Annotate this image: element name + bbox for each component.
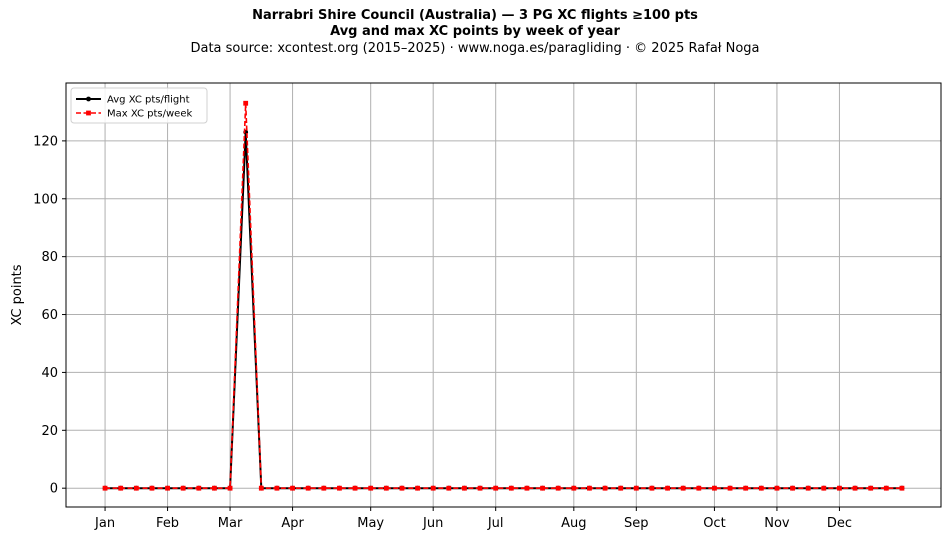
series-line-avg bbox=[105, 131, 902, 490]
max-point bbox=[383, 485, 389, 491]
max-point bbox=[462, 485, 467, 491]
max-point bbox=[899, 485, 905, 491]
max-point bbox=[227, 485, 233, 491]
x-tick-label: Feb bbox=[156, 516, 179, 531]
x-tick-label: Apr bbox=[281, 516, 304, 531]
legend-label: Max XC pts/week bbox=[107, 109, 192, 120]
x-tick-label: Nov bbox=[764, 516, 790, 531]
max-point bbox=[805, 485, 811, 491]
x-tick-label: Mar bbox=[218, 516, 243, 531]
max-point bbox=[774, 485, 780, 491]
y-tick-label: 0 bbox=[50, 482, 58, 497]
series-layer bbox=[102, 100, 905, 491]
legend-label: Avg XC pts/flight bbox=[107, 95, 190, 106]
max-point bbox=[587, 485, 592, 491]
max-point bbox=[102, 485, 108, 491]
max-point bbox=[680, 485, 686, 491]
max-point bbox=[180, 485, 186, 491]
x-tick-label: May bbox=[357, 516, 384, 531]
x-tick-label: Jun bbox=[422, 516, 443, 531]
y-tick-label: 40 bbox=[41, 366, 58, 381]
max-point bbox=[493, 485, 499, 491]
max-point bbox=[883, 485, 889, 491]
chart-titles: Narrabri Shire Council (Australia) — 3 P… bbox=[0, 8, 950, 57]
chart-source: Data source: xcontest.org (2015–2025) · … bbox=[190, 41, 760, 56]
max-point bbox=[555, 485, 561, 491]
plot-frame bbox=[65, 82, 942, 508]
max-point bbox=[196, 485, 202, 491]
max-point bbox=[477, 485, 483, 491]
max-point bbox=[321, 485, 327, 491]
max-point bbox=[430, 485, 436, 491]
x-tick-label: Sep bbox=[624, 516, 649, 531]
max-point bbox=[508, 485, 514, 491]
max-point bbox=[790, 485, 795, 491]
max-point bbox=[712, 485, 717, 491]
max-point bbox=[602, 485, 608, 491]
max-point bbox=[258, 485, 264, 491]
max-point bbox=[821, 485, 827, 491]
x-tick-label: Jan bbox=[94, 516, 115, 531]
legend: Avg XC pts/flight Max XC pts/week bbox=[70, 87, 208, 124]
max-point bbox=[290, 485, 295, 491]
y-tick-label: 60 bbox=[41, 308, 58, 323]
max-point bbox=[743, 485, 749, 491]
max-point bbox=[274, 485, 280, 491]
max-point bbox=[368, 485, 374, 491]
y-tick-label: 20 bbox=[41, 424, 58, 439]
y-axis-label: XC points bbox=[10, 264, 25, 325]
y-axis-ticks: 0 20 40 60 80 100 120 bbox=[33, 134, 66, 497]
x-tick-label: Jul bbox=[487, 516, 504, 531]
max-point bbox=[415, 485, 420, 491]
max-point bbox=[446, 485, 452, 491]
legend-marker bbox=[86, 110, 91, 116]
y-tick-label: 80 bbox=[41, 250, 58, 265]
max-point bbox=[118, 485, 124, 491]
max-point bbox=[305, 485, 311, 491]
max-point bbox=[399, 485, 405, 491]
chart-title: Narrabri Shire Council (Australia) — 3 P… bbox=[252, 8, 698, 23]
max-point bbox=[133, 485, 139, 491]
y-tick-label: 100 bbox=[33, 192, 58, 207]
grid-lines bbox=[66, 83, 941, 507]
max-point bbox=[571, 485, 577, 491]
y-tick-label: 120 bbox=[33, 134, 58, 149]
max-point bbox=[352, 485, 358, 491]
x-axis-ticks: Jan Feb Mar Apr May Jun Jul Aug Sep Oct Nov Dec bbox=[94, 507, 852, 531]
series-line-max bbox=[105, 102, 902, 489]
max-point bbox=[727, 485, 733, 491]
max-point bbox=[868, 485, 874, 491]
x-tick-label: Aug bbox=[561, 516, 586, 531]
max-point bbox=[212, 485, 217, 491]
chart-subtitle: Avg and max XC points by week of year bbox=[330, 24, 620, 39]
max-point bbox=[633, 485, 639, 491]
x-tick-label: Oct bbox=[703, 516, 725, 531]
max-point bbox=[665, 485, 670, 491]
max-point bbox=[337, 485, 342, 491]
max-point bbox=[852, 485, 858, 491]
max-point bbox=[758, 485, 764, 491]
max-point bbox=[149, 485, 155, 491]
max-point bbox=[243, 100, 249, 106]
max-point bbox=[524, 485, 530, 491]
max-point bbox=[618, 485, 624, 491]
x-tick-label: Dec bbox=[827, 516, 852, 531]
max-point bbox=[837, 485, 842, 491]
max-point bbox=[540, 485, 545, 491]
legend-marker bbox=[86, 96, 91, 102]
max-point bbox=[165, 485, 170, 491]
legend-box bbox=[70, 87, 208, 124]
max-point bbox=[696, 485, 702, 491]
max-point bbox=[649, 485, 655, 491]
